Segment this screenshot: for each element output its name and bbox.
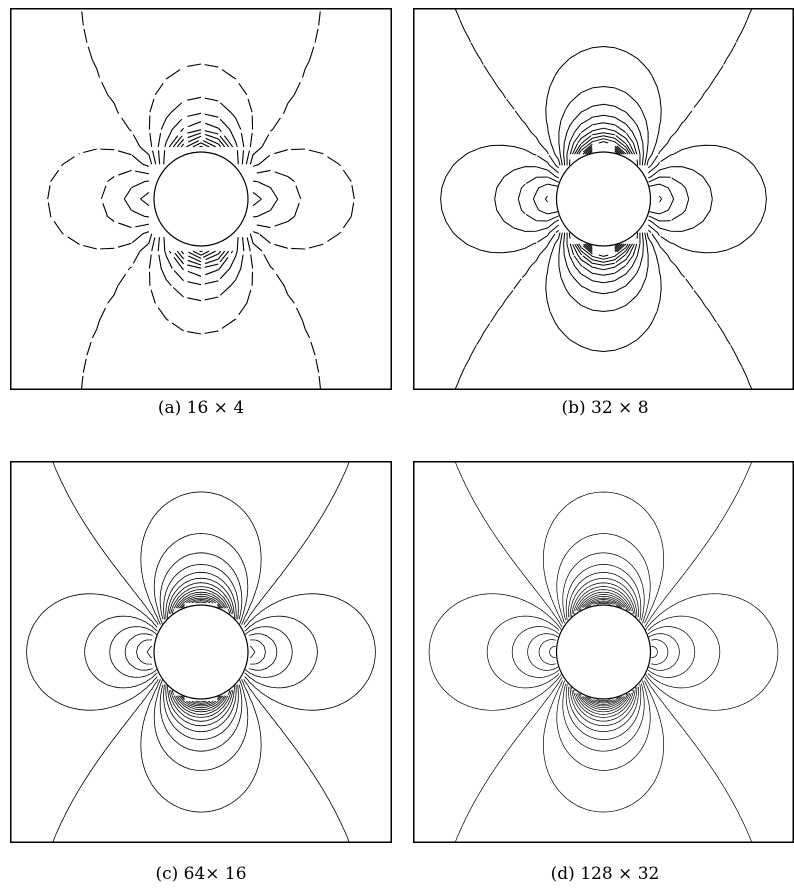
caption-c: (c) 64× 16 xyxy=(1,864,401,884)
contour-plot-a xyxy=(10,8,392,390)
caption-b: (b) 32 × 8 xyxy=(405,398,794,418)
panel-d xyxy=(413,461,794,843)
caption-a: (a) 16 × 4 xyxy=(1,398,401,418)
contour-plot-c xyxy=(10,461,392,843)
contour-plot-b xyxy=(413,8,794,390)
panel-a xyxy=(10,8,392,390)
cylinder xyxy=(557,605,651,699)
cylinder xyxy=(154,605,248,699)
cylinder xyxy=(557,152,651,246)
contour-plot-d xyxy=(413,461,794,843)
cylinder xyxy=(154,152,248,246)
caption-d: (d) 128 × 32 xyxy=(405,864,794,884)
panel-c xyxy=(10,461,392,843)
panel-b xyxy=(413,8,794,390)
